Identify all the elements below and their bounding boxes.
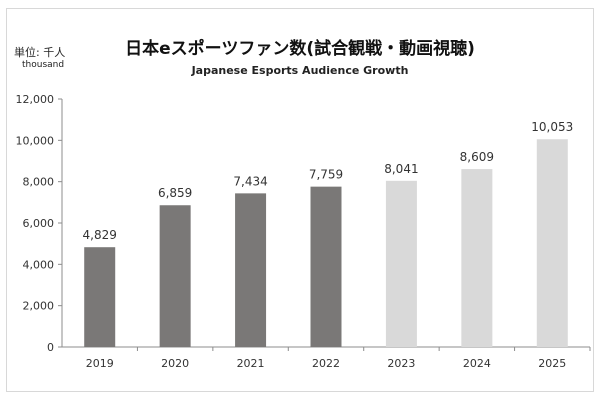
bar-2024 [461, 169, 493, 347]
y-tick-label: 4,000 [23, 258, 55, 271]
y-tick-label: 2,000 [23, 300, 55, 313]
y-tick-label: 0 [47, 341, 54, 354]
bar-2023 [385, 180, 417, 347]
value-label-2023: 8,041 [384, 162, 418, 176]
chart-subtitle: Japanese Esports Audience Growth [191, 64, 409, 77]
chart-frame [6, 8, 594, 392]
chart-title: 日本eスポーツファン数(試合観戦・動画視聴) [125, 39, 475, 59]
value-label-2022: 7,759 [309, 168, 343, 182]
x-tick-label-2021: 2021 [237, 357, 265, 370]
x-tick-label-2025: 2025 [538, 357, 566, 370]
x-tick-label-2023: 2023 [387, 357, 415, 370]
bar-2022 [310, 186, 342, 347]
bar-2021 [235, 193, 267, 347]
value-label-2025: 10,053 [531, 120, 573, 134]
x-tick-label-2022: 2022 [312, 357, 340, 370]
y-tick-label: 8,000 [23, 176, 55, 189]
unit-sublabel: thousand [22, 60, 65, 70]
y-tick-label: 12,000 [16, 93, 55, 106]
bar-2019 [84, 247, 116, 347]
x-tick-label-2020: 2020 [161, 357, 189, 370]
value-label-2020: 6,859 [158, 186, 192, 200]
bar-2025 [536, 139, 568, 347]
x-tick-label-2019: 2019 [86, 357, 114, 370]
y-tick-label: 10,000 [16, 134, 55, 147]
value-label-2019: 4,829 [83, 228, 117, 242]
value-label-2024: 8,609 [460, 150, 494, 164]
y-tick-label: 6,000 [23, 217, 55, 230]
unit-label: 単位: 千人 [14, 46, 66, 59]
bar-2020 [159, 205, 191, 347]
x-tick-label-2024: 2024 [463, 357, 491, 370]
value-label-2021: 7,434 [233, 174, 267, 188]
